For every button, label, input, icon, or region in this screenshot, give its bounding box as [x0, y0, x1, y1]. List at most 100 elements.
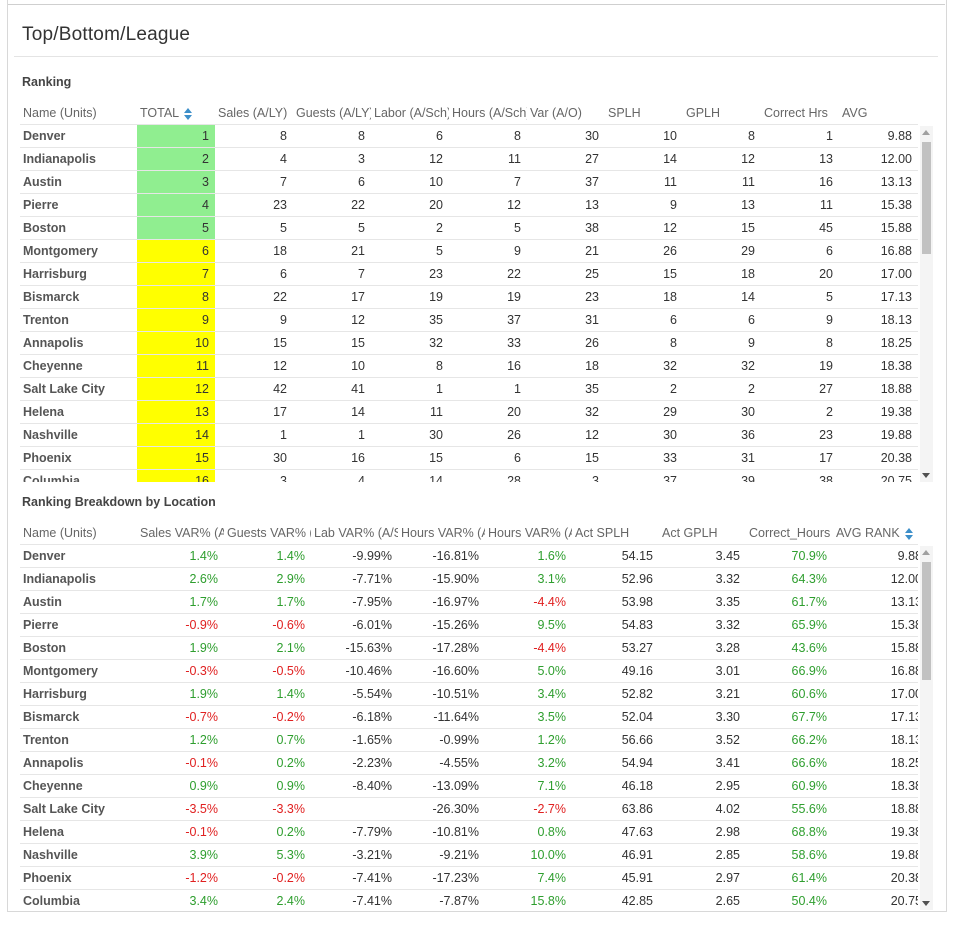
table-cell: 58.6%: [746, 843, 833, 867]
scroll-up-arrow-icon[interactable]: [922, 550, 930, 555]
table-cell: 9.88: [833, 544, 918, 568]
column-header-label: Name (Units): [23, 526, 97, 540]
table-cell: 52.04: [572, 705, 659, 729]
table-cell: 1.9%: [137, 682, 224, 706]
table-row[interactable]: Phoenix -1.2% -0.2% -7.41% -17.23% 7.4% 45.91 2…: [20, 866, 918, 890]
column-header[interactable]: AVG RANK: [833, 522, 918, 545]
ranking-scrollbar[interactable]: [920, 126, 933, 482]
table-row[interactable]: Denver 1.4% 1.4% -9.99% -16.81% 1.6% 54.15 3.45…: [20, 544, 918, 568]
column-header[interactable]: Guests VAR% (: [224, 522, 311, 545]
table-cell: 50.4%: [746, 889, 833, 910]
table-cell: 29: [605, 400, 683, 424]
scroll-down-arrow-icon[interactable]: [922, 901, 930, 906]
table-row[interactable]: Salt Lake City 12 42 41 1 1 35 2 2 27 18.88: [20, 377, 918, 401]
table-cell: 12: [215, 354, 293, 378]
column-header[interactable]: Correct_Hours: [746, 522, 833, 545]
scroll-down-arrow-icon[interactable]: [922, 473, 930, 478]
table-row[interactable]: Annapolis -0.1% 0.2% -2.23% -4.55% 3.2% 54.94 3…: [20, 751, 918, 775]
table-cell: 49.16: [572, 659, 659, 683]
sort-icon[interactable]: [183, 107, 193, 120]
column-header[interactable]: Guests (A/LY): [293, 102, 371, 125]
table-row[interactable]: Cheyenne 0.9% 0.9% -8.40% -13.09% 7.1% 46.18 2.…: [20, 774, 918, 798]
table-cell: -1.2%: [137, 866, 224, 890]
table-cell: 3.4%: [485, 682, 572, 706]
column-header[interactable]: Correct Hrs: [761, 102, 839, 125]
table-row[interactable]: Austin 3 7 6 10 7 37 11 11 16 13.13: [20, 170, 918, 194]
table-cell: 3.28: [659, 636, 746, 660]
table-row[interactable]: Trenton 9 9 12 35 37 31 6 6 9 18.13: [20, 308, 918, 332]
column-header[interactable]: Act SPLH: [572, 522, 659, 545]
ranking-scroll-thumb[interactable]: [922, 142, 931, 254]
column-header-label: Name (Units): [23, 106, 97, 120]
table-cell: 22: [449, 262, 527, 286]
table-cell: 13.13: [839, 170, 918, 194]
column-header[interactable]: Labor (A/Sch): [371, 102, 449, 125]
table-row[interactable]: Montgomery 6 18 21 5 9 21 26 29 6 16.88: [20, 239, 918, 263]
table-cell: 6: [761, 239, 839, 263]
column-header[interactable]: Name (Units): [20, 522, 137, 545]
table-cell: 36: [683, 423, 761, 447]
table-row[interactable]: Indianapolis 2 4 3 12 11 27 14 12 13 12.00: [20, 147, 918, 171]
column-header[interactable]: Hours (A/Sch): [449, 102, 527, 125]
table-cell: 3.01: [659, 659, 746, 683]
column-header[interactable]: Sales (A/LY): [215, 102, 293, 125]
table-row[interactable]: Helena 13 17 14 11 20 32 29 30 2 19.38: [20, 400, 918, 424]
table-row[interactable]: Nashville 14 1 1 30 26 12 30 36 23 19.88: [20, 423, 918, 447]
table-cell: -7.41%: [311, 889, 398, 910]
table-row[interactable]: Indianapolis 2.6% 2.9% -7.71% -15.90% 3.1% 52.…: [20, 567, 918, 591]
table-row[interactable]: Columbia 3.4% 2.4% -7.41% -7.87% 15.8% 42.85 2.…: [20, 889, 918, 910]
table-row[interactable]: Denver 1 8 8 6 8 30 10 8 1 9.88: [20, 124, 918, 148]
table-cell: -15.90%: [398, 567, 485, 591]
breakdown-scroll-thumb[interactable]: [922, 562, 931, 680]
table-row[interactable]: Annapolis 10 15 15 32 33 26 8 9 8 18.25: [20, 331, 918, 355]
scroll-up-arrow-icon[interactable]: [922, 130, 930, 135]
column-header[interactable]: SPLH: [605, 102, 683, 125]
column-header-label: Sales (A/LY): [218, 106, 288, 120]
column-header[interactable]: Hours VAR% (A: [398, 522, 485, 545]
column-header[interactable]: Act GPLH: [659, 522, 746, 545]
table-cell: 55.6%: [746, 797, 833, 821]
table-cell: 2.65: [659, 889, 746, 910]
column-header[interactable]: Name (Units): [20, 102, 137, 125]
column-header[interactable]: Lab VAR% (A/S: [311, 522, 398, 545]
table-row[interactable]: Harrisburg 7 6 7 23 22 25 15 18 20 17.00: [20, 262, 918, 286]
location-name: Columbia: [20, 469, 137, 482]
table-row[interactable]: Montgomery -0.3% -0.5% -10.46% -16.60% 5.0% 49…: [20, 659, 918, 683]
table-cell: 19.88: [833, 843, 918, 867]
table-row[interactable]: Helena -0.1% 0.2% -7.79% -10.81% 0.8% 47.63 2.9…: [20, 820, 918, 844]
table-cell: -1.65%: [311, 728, 398, 752]
column-header[interactable]: TOTAL: [137, 102, 215, 125]
table-row[interactable]: Bismarck -0.7% -0.2% -6.18% -11.64% 3.5% 52.04…: [20, 705, 918, 729]
column-header[interactable]: GPLH: [683, 102, 761, 125]
table-cell: 32: [371, 331, 449, 355]
table-row[interactable]: Harrisburg 1.9% 1.4% -5.54% -10.51% 3.4% 52.82…: [20, 682, 918, 706]
ranking-grid[interactable]: Name (Units) TOTAL Sales (A/LY) Guests (A/L…: [20, 102, 918, 482]
table-row[interactable]: Pierre -0.9% -0.6% -6.01% -15.26% 9.5% 54.83 3.…: [20, 613, 918, 637]
table-cell: 23: [215, 193, 293, 217]
sort-icon[interactable]: [904, 527, 914, 540]
table-row[interactable]: Nashville 3.9% 5.3% -3.21% -9.21% 10.0% 46.91 2…: [20, 843, 918, 867]
table-row[interactable]: Columbia 16 3 4 14 28 3 37 39 38 20.75: [20, 469, 918, 482]
table-cell: 18.13: [839, 308, 918, 332]
table-row[interactable]: Boston 5 5 5 2 5 38 12 15 45 15.88: [20, 216, 918, 240]
column-header[interactable]: Hours VAR% (A: [485, 522, 572, 545]
table-cell: 29: [683, 239, 761, 263]
table-row[interactable]: Boston 1.9% 2.1% -15.63% -17.28% -4.4% 53.27 3.…: [20, 636, 918, 660]
table-row[interactable]: Bismarck 8 22 17 19 19 23 18 14 5 17.13: [20, 285, 918, 309]
column-header[interactable]: Sales VAR% (A/: [137, 522, 224, 545]
column-header[interactable]: Var (A/O): [527, 102, 605, 125]
breakdown-grid[interactable]: Name (Units) Sales VAR% (A/Guests VAR% (L…: [20, 522, 918, 910]
table-cell: 18.13: [833, 728, 918, 752]
table-cell: 18.88: [839, 377, 918, 401]
top-border: [7, 4, 945, 5]
breakdown-scrollbar[interactable]: [920, 546, 933, 910]
table-row[interactable]: Cheyenne 11 12 10 8 16 18 32 32 19 18.38: [20, 354, 918, 378]
table-row[interactable]: Trenton 1.2% 0.7% -1.65% -0.99% 1.2% 56.66 3.52…: [20, 728, 918, 752]
table-row[interactable]: Pierre 4 23 22 20 12 13 9 13 11 15.38: [20, 193, 918, 217]
table-row[interactable]: Austin 1.7% 1.7% -7.95% -16.97% -4.4% 53.98 3.3…: [20, 590, 918, 614]
table-cell: 47.63: [572, 820, 659, 844]
column-header[interactable]: AVG: [839, 102, 918, 125]
table-row[interactable]: Phoenix 15 30 16 15 6 15 33 31 17 20.38: [20, 446, 918, 470]
table-cell: 1.2%: [137, 728, 224, 752]
table-row[interactable]: Salt Lake City -3.5% -3.3% -26.30% -2.7% 63.8…: [20, 797, 918, 821]
